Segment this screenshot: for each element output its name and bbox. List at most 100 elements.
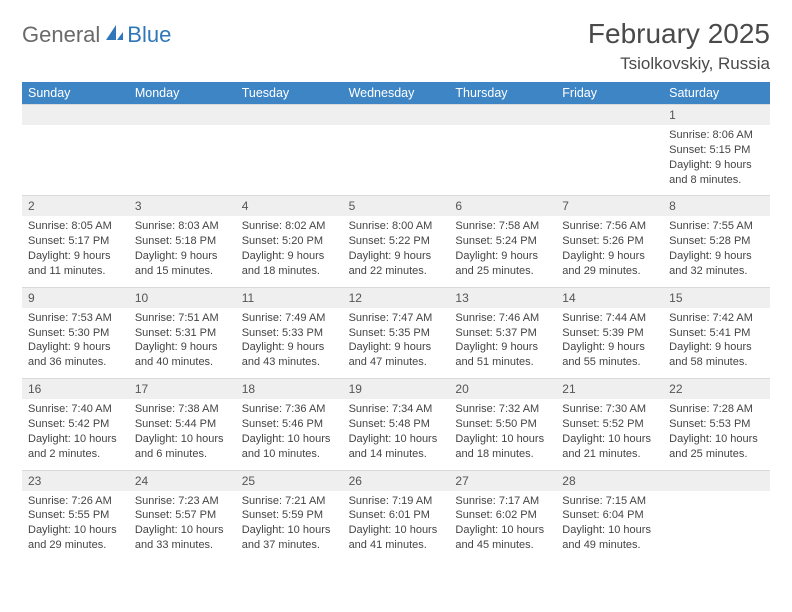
sunrise-line: Sunrise: 8:05 AM xyxy=(28,219,123,234)
day-number-cell: 22 xyxy=(663,378,770,399)
day-body-cell: Sunrise: 7:49 AMSunset: 5:33 PMDaylight:… xyxy=(236,308,343,378)
sunset-line: Sunset: 5:44 PM xyxy=(135,417,230,432)
daylight-line: Daylight: 9 hours and 58 minutes. xyxy=(669,340,764,370)
day-number-cell: 7 xyxy=(556,195,663,216)
sunrise-line: Sunrise: 7:32 AM xyxy=(455,402,550,417)
sunset-line: Sunset: 5:20 PM xyxy=(242,234,337,249)
day-body-cell xyxy=(22,125,129,195)
day-number-cell xyxy=(663,470,770,491)
sunset-line: Sunset: 5:30 PM xyxy=(28,326,123,341)
sunset-line: Sunset: 5:39 PM xyxy=(562,326,657,341)
sunrise-line: Sunrise: 7:38 AM xyxy=(135,402,230,417)
sunrise-line: Sunrise: 7:40 AM xyxy=(28,402,123,417)
daylight-line: Daylight: 9 hours and 32 minutes. xyxy=(669,249,764,279)
sunrise-line: Sunrise: 7:30 AM xyxy=(562,402,657,417)
sunset-line: Sunset: 5:33 PM xyxy=(242,326,337,341)
day-number-cell: 28 xyxy=(556,470,663,491)
daylight-line: Daylight: 10 hours and 2 minutes. xyxy=(28,432,123,462)
daylight-line: Daylight: 10 hours and 18 minutes. xyxy=(455,432,550,462)
day-body-cell: Sunrise: 7:19 AMSunset: 6:01 PMDaylight:… xyxy=(343,491,450,561)
sunset-line: Sunset: 5:18 PM xyxy=(135,234,230,249)
day-number-cell: 21 xyxy=(556,378,663,399)
week-number-row: 1 xyxy=(22,104,770,125)
day-body-cell: Sunrise: 7:44 AMSunset: 5:39 PMDaylight:… xyxy=(556,308,663,378)
daylight-line: Daylight: 9 hours and 47 minutes. xyxy=(349,340,444,370)
day-body-cell xyxy=(556,125,663,195)
sunset-line: Sunset: 5:50 PM xyxy=(455,417,550,432)
daylight-line: Daylight: 10 hours and 37 minutes. xyxy=(242,523,337,553)
logo-text-blue: Blue xyxy=(127,25,171,45)
daylight-line: Daylight: 9 hours and 25 minutes. xyxy=(455,249,550,279)
week-body-row: Sunrise: 8:05 AMSunset: 5:17 PM Daylight:… xyxy=(22,216,770,286)
week-number-row: 2345678 xyxy=(22,195,770,216)
week-body-row: Sunrise: 7:53 AMSunset: 5:30 PMDaylight:… xyxy=(22,308,770,378)
sunset-line: Sunset: 5:17 PM xyxy=(28,234,123,249)
day-body-cell: Sunrise: 7:17 AMSunset: 6:02 PMDaylight:… xyxy=(449,491,556,561)
daylight-line: Daylight: 10 hours and 29 minutes. xyxy=(28,523,123,553)
page-title: February 2025 xyxy=(588,18,770,50)
day-number-cell: 23 xyxy=(22,470,129,491)
sunrise-line: Sunrise: 8:06 AM xyxy=(669,128,764,143)
day-body-cell: Sunrise: 8:05 AMSunset: 5:17 PMDaylight:… xyxy=(22,216,129,286)
week-number-row: 232425262728 xyxy=(22,470,770,491)
sunrise-line: Sunrise: 8:02 AM xyxy=(242,219,337,234)
daylight-line: Daylight: 9 hours and 22 minutes. xyxy=(349,249,444,279)
day-number-cell: 14 xyxy=(556,287,663,308)
day-number-cell xyxy=(343,104,450,125)
day-number-cell: 16 xyxy=(22,378,129,399)
week-body-row: Sunrise: 7:40 AMSunset: 5:42 PMDaylight:… xyxy=(22,399,770,469)
sunset-line: Sunset: 5:55 PM xyxy=(28,508,123,523)
day-number-cell: 6 xyxy=(449,195,556,216)
sunrise-line: Sunrise: 7:58 AM xyxy=(455,219,550,234)
daylight-line: Daylight: 9 hours and 8 minutes. xyxy=(669,158,764,188)
sunset-line: Sunset: 5:59 PM xyxy=(242,508,337,523)
sunrise-line: Sunrise: 7:28 AM xyxy=(669,402,764,417)
day-body-cell: Sunrise: 7:47 AMSunset: 5:35 PMDaylight:… xyxy=(343,308,450,378)
day-body-cell: Sunrise: 7:36 AMSunset: 5:46 PMDaylight:… xyxy=(236,399,343,469)
day-body-cell: Sunrise: 8:02 AMSunset: 5:20 PMDaylight:… xyxy=(236,216,343,286)
daylight-line: Daylight: 9 hours and 36 minutes. xyxy=(28,340,123,370)
sunrise-line: Sunrise: 8:00 AM xyxy=(349,219,444,234)
day-body-cell: Sunrise: 7:56 AMSunset: 5:26 PMDaylight:… xyxy=(556,216,663,286)
sunset-line: Sunset: 6:02 PM xyxy=(455,508,550,523)
day-number-cell: 24 xyxy=(129,470,236,491)
day-number-cell: 10 xyxy=(129,287,236,308)
daylight-line: Daylight: 10 hours and 10 minutes. xyxy=(242,432,337,462)
sunrise-line: Sunrise: 7:36 AM xyxy=(242,402,337,417)
day-body-cell: Sunrise: 7:46 AMSunset: 5:37 PMDaylight:… xyxy=(449,308,556,378)
day-body-cell: Sunrise: 7:55 AMSunset: 5:28 PMDaylight:… xyxy=(663,216,770,286)
sunset-line: Sunset: 5:22 PM xyxy=(349,234,444,249)
header-sunday: Sunday xyxy=(22,82,129,104)
daylight-line: Daylight: 10 hours and 49 minutes. xyxy=(562,523,657,553)
day-number-cell: 8 xyxy=(663,195,770,216)
day-body-cell: Sunrise: 7:51 AMSunset: 5:31 PMDaylight:… xyxy=(129,308,236,378)
daylight-line: Daylight: 9 hours and 18 minutes. xyxy=(242,249,337,279)
sunset-line: Sunset: 5:46 PM xyxy=(242,417,337,432)
daylight-line: Daylight: 10 hours and 41 minutes. xyxy=(349,523,444,553)
sunrise-line: Sunrise: 7:23 AM xyxy=(135,494,230,509)
day-number-cell xyxy=(129,104,236,125)
day-of-week-header: Sunday Monday Tuesday Wednesday Thursday… xyxy=(22,82,770,104)
day-number-cell: 12 xyxy=(343,287,450,308)
sunrise-line: Sunrise: 7:51 AM xyxy=(135,311,230,326)
day-number-cell: 17 xyxy=(129,378,236,399)
sunset-line: Sunset: 5:37 PM xyxy=(455,326,550,341)
week-body-row: Sunrise: 8:06 AMSunset: 5:15 PMDaylight:… xyxy=(22,125,770,195)
daylight-line: Daylight: 9 hours and 43 minutes. xyxy=(242,340,337,370)
day-body-cell: Sunrise: 7:15 AMSunset: 6:04 PMDaylight:… xyxy=(556,491,663,561)
day-body-cell: Sunrise: 7:26 AMSunset: 5:55 PMDaylight:… xyxy=(22,491,129,561)
sunrise-line: Sunrise: 7:56 AM xyxy=(562,219,657,234)
sunset-line: Sunset: 5:24 PM xyxy=(455,234,550,249)
day-body-cell xyxy=(129,125,236,195)
day-body-cell: Sunrise: 7:42 AMSunset: 5:41 PMDaylight:… xyxy=(663,308,770,378)
day-body-cell: Sunrise: 7:53 AMSunset: 5:30 PMDaylight:… xyxy=(22,308,129,378)
day-body-cell xyxy=(449,125,556,195)
day-number-cell: 27 xyxy=(449,470,556,491)
logo-text-general: General xyxy=(22,22,100,48)
logo-sail-icon xyxy=(104,23,124,48)
header-wednesday: Wednesday xyxy=(343,82,450,104)
day-number-cell: 13 xyxy=(449,287,556,308)
day-body-cell: Sunrise: 7:40 AMSunset: 5:42 PMDaylight:… xyxy=(22,399,129,469)
day-number-cell: 2 xyxy=(22,195,129,216)
day-number-cell: 4 xyxy=(236,195,343,216)
